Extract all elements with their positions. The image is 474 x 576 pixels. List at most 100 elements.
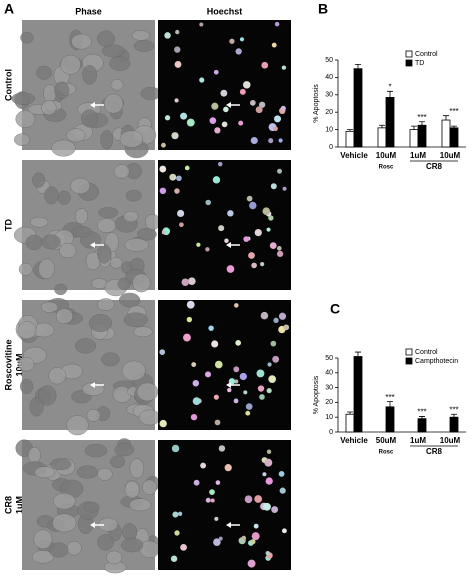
- nucleus: [244, 495, 253, 504]
- nucleus: [191, 362, 197, 368]
- nucleus: [214, 419, 221, 426]
- cell: [106, 550, 123, 565]
- cell: [136, 382, 159, 402]
- nucleus: [277, 250, 284, 257]
- cell: [120, 537, 144, 553]
- x-tick-label: 10uM: [376, 151, 397, 160]
- cell: [88, 314, 113, 332]
- nucleus: [247, 559, 256, 568]
- arrow-head: [90, 242, 95, 248]
- nucleus: [270, 340, 277, 347]
- cell: [74, 338, 97, 354]
- cell: [80, 109, 98, 128]
- nucleus: [260, 311, 269, 320]
- cell: [33, 529, 53, 550]
- nucleus: [205, 497, 211, 503]
- nucleus: [159, 349, 166, 355]
- column-label: Phase: [75, 6, 102, 16]
- nucleus: [267, 362, 272, 367]
- x-tick-label: 50uM: [376, 436, 397, 445]
- nucleus: [199, 22, 204, 27]
- nucleus: [215, 480, 221, 485]
- cell: [110, 455, 126, 468]
- nucleus: [273, 317, 279, 323]
- cell: [109, 256, 123, 269]
- nucleus: [282, 186, 287, 191]
- nucleus: [264, 458, 273, 467]
- nucleus: [183, 333, 191, 342]
- cell: [71, 225, 92, 238]
- bar: [385, 97, 395, 148]
- nucleus: [211, 340, 219, 348]
- arrow-head: [90, 102, 95, 108]
- y-tick-label: 0: [329, 144, 333, 151]
- cell: [27, 446, 41, 464]
- arrow-head: [226, 242, 231, 248]
- cell: [84, 443, 108, 458]
- cell: [132, 273, 151, 293]
- nucleus: [224, 464, 232, 472]
- bar: [449, 127, 459, 148]
- nucleus: [174, 98, 179, 103]
- nucleus: [213, 69, 219, 75]
- significance: *: [388, 82, 391, 91]
- nucleus: [229, 38, 235, 44]
- nucleus: [220, 89, 228, 97]
- nucleus: [209, 117, 217, 124]
- x-tick-label: 1uM: [410, 151, 426, 160]
- y-axis-label: % Apoptosis: [313, 375, 320, 414]
- cell: [97, 30, 116, 47]
- nucleus: [251, 262, 257, 269]
- y-tick-label: 30: [325, 92, 333, 99]
- nucleus: [181, 278, 190, 286]
- nucleus: [239, 372, 247, 381]
- nucleus: [243, 236, 250, 242]
- hoechst-image: [158, 300, 291, 430]
- cell: [70, 177, 91, 195]
- nucleus: [209, 489, 215, 495]
- y-tick-label: 0: [329, 429, 333, 436]
- cell: [118, 292, 141, 308]
- column-label: Hoechst: [207, 6, 243, 16]
- nucleus: [171, 132, 179, 140]
- error-bar: [355, 351, 361, 357]
- significance: ***: [385, 393, 394, 402]
- cell: [101, 352, 120, 367]
- nucleus: [205, 247, 210, 252]
- error-bar: [355, 63, 361, 69]
- bar: [353, 356, 363, 433]
- nucleus: [265, 550, 270, 556]
- cell: [96, 218, 116, 233]
- nucleus: [159, 187, 167, 195]
- nucleus: [159, 419, 167, 428]
- nucleus: [177, 209, 185, 218]
- cell: [125, 189, 142, 202]
- arrow-head: [90, 522, 95, 528]
- cell: [121, 360, 146, 381]
- nucleus: [224, 238, 229, 243]
- y-tick-label: 50: [325, 57, 333, 64]
- nucleus: [245, 403, 253, 410]
- nucleus: [273, 126, 278, 132]
- nucleus: [239, 88, 246, 95]
- nucleus: [208, 325, 214, 331]
- nucleus: [254, 495, 263, 503]
- nucleus: [280, 105, 286, 111]
- bar: [353, 68, 363, 148]
- cell: [57, 190, 71, 205]
- nucleus: [213, 394, 219, 400]
- nucleus: [243, 390, 248, 395]
- nucleus: [249, 100, 256, 106]
- cell: [83, 501, 100, 513]
- cell: [86, 408, 101, 422]
- significance: ***: [417, 408, 426, 417]
- nucleus: [278, 312, 287, 320]
- nucleus: [159, 165, 167, 173]
- nucleus: [250, 136, 258, 145]
- error-bar: [451, 413, 457, 418]
- cell: [54, 81, 70, 100]
- nucleus: [221, 121, 228, 128]
- nucleus: [170, 555, 178, 562]
- nucleus: [243, 81, 251, 89]
